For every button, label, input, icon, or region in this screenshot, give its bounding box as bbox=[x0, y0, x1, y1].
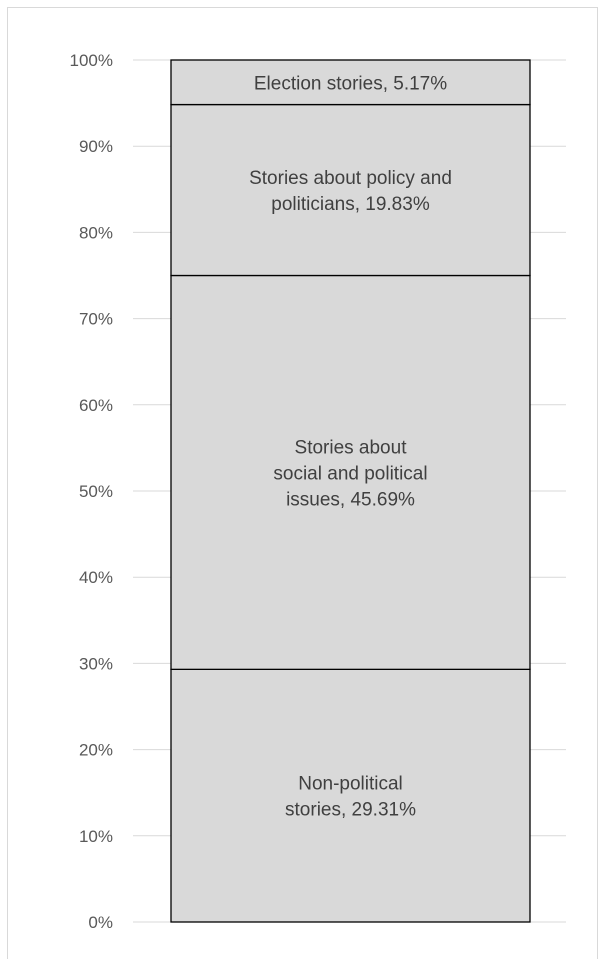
segment-labels: Non-political stories, 29.31% Stories abou… bbox=[249, 73, 452, 820]
y-tick-label: 90% bbox=[79, 137, 113, 156]
y-tick-label: 60% bbox=[79, 396, 113, 415]
bar-segment bbox=[170, 103, 531, 277]
bar-segment bbox=[170, 59, 531, 106]
y-tick-label: 20% bbox=[79, 741, 113, 760]
y-tick-label: 10% bbox=[79, 827, 113, 846]
bar-segments bbox=[170, 59, 531, 923]
y-tick-label: 30% bbox=[79, 654, 113, 673]
y-axis-ticks: 0% 10% 20% 30% 40% 50% 60% 70% 80% 90% 100% bbox=[70, 51, 113, 932]
y-tick-label: 50% bbox=[79, 482, 113, 501]
y-tick-label: 40% bbox=[79, 568, 113, 587]
y-tick-label: 0% bbox=[88, 913, 113, 932]
y-tick-label: 100% bbox=[70, 51, 113, 70]
data-label: Non-political stories, 29.31% bbox=[285, 774, 416, 821]
data-label: Stories about policy and politicians, 19.… bbox=[249, 168, 452, 215]
data-label: Election stories, 5.17% bbox=[254, 73, 447, 94]
bar-segment bbox=[170, 668, 531, 923]
y-tick-label: 80% bbox=[79, 223, 113, 242]
y-tick-label: 70% bbox=[79, 310, 113, 329]
bar-segment bbox=[170, 274, 531, 670]
data-label: Stories about social and political issues,… bbox=[273, 437, 427, 510]
